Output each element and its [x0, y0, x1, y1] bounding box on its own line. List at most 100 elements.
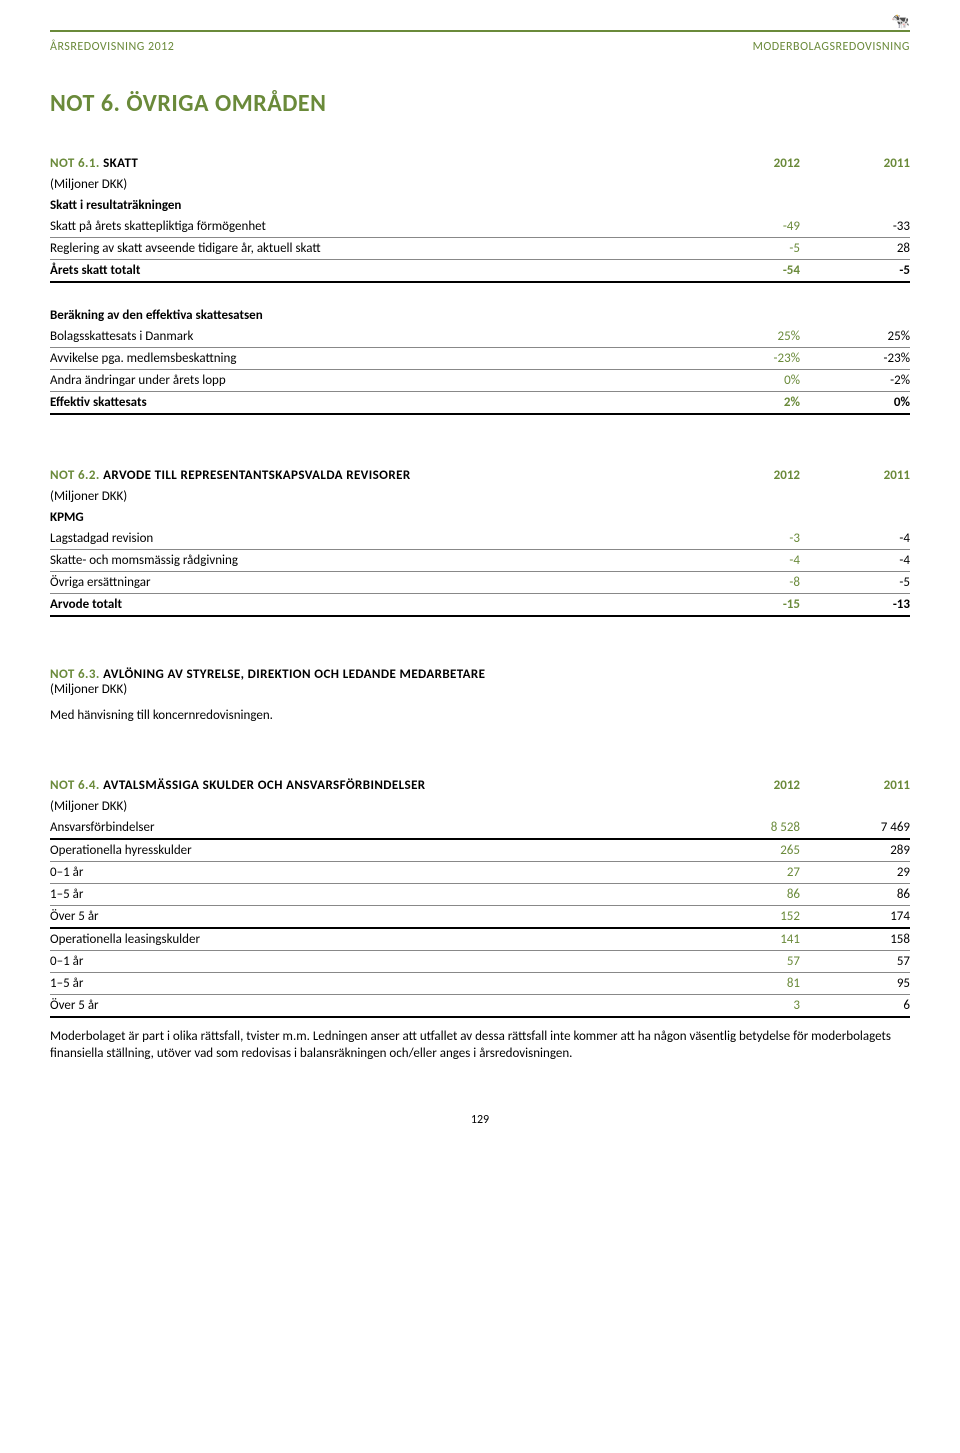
- row-v2: 28: [800, 238, 910, 260]
- row-v1: -4: [690, 550, 800, 572]
- not61-prefix: NOT 6.1.: [50, 156, 100, 171]
- table-row: Operationella leasingskulder141158: [50, 928, 910, 951]
- not62-prefix: NOT 6.2.: [50, 468, 100, 483]
- year-2012: 2012: [690, 465, 800, 486]
- row-v2: -4: [800, 528, 910, 550]
- subhead-effektiv: Beräkning av den effektiva skattesatsen: [50, 305, 690, 326]
- row-label: Reglering av skatt avseende tidigare år,…: [50, 238, 690, 260]
- table-not61a: NOT 6.1. SKATT 2012 2011 (Miljoner DKK) …: [50, 153, 910, 283]
- row-v1: 25%: [690, 326, 800, 348]
- row-v2: 7 469: [800, 817, 910, 839]
- row-v2: -23%: [800, 348, 910, 370]
- year-2011: 2011: [800, 775, 910, 796]
- row-label: Lagstadgad revision: [50, 528, 690, 550]
- row-v2: 29: [800, 861, 910, 883]
- note-6-2: NOT 6.2. ARVODE TILL REPRESENTANTSKAPSVA…: [50, 465, 910, 617]
- row-label: 1–5 år: [50, 972, 690, 994]
- unit-label: (Miljoner DKK): [50, 796, 690, 817]
- header-right: MODERBOLAGSREDOVISNING: [753, 40, 910, 54]
- total-v1: 2%: [690, 392, 800, 415]
- row-label: Operationella hyresskulder: [50, 839, 690, 862]
- subhead-kpmg: KPMG: [50, 507, 690, 528]
- header-left: ÅRSREDOVISNING 2012: [50, 40, 174, 54]
- row-v2: -33: [800, 216, 910, 238]
- row-v1: 86: [690, 883, 800, 905]
- table-row: Ansvarsförbindelser8 5287 469: [50, 817, 910, 839]
- row-v1: 8 528: [690, 817, 800, 839]
- not63-body: Med hänvisning till koncernredovisningen…: [50, 707, 910, 725]
- not64-title-text: AVTALSMÄSSIGA SKULDER OCH ANSVARSFÖRBIND…: [103, 778, 425, 793]
- note-6-4: NOT 6.4. AVTALSMÄSSIGA SKULDER OCH ANSVA…: [50, 775, 910, 1063]
- row-v1: 265: [690, 839, 800, 862]
- top-rule: 🐄: [50, 30, 910, 32]
- not63-prefix: NOT 6.3.: [50, 667, 100, 682]
- unit-label: (Miljoner DKK): [50, 682, 910, 697]
- row-v2: 86: [800, 883, 910, 905]
- row-label: Skatte- och momsmässig rådgivning: [50, 550, 690, 572]
- total-v2: -5: [800, 260, 910, 283]
- table-not62: NOT 6.2. ARVODE TILL REPRESENTANTSKAPSVA…: [50, 465, 910, 617]
- row-label: Bolagsskattesats i Danmark: [50, 326, 690, 348]
- row-v1: -3: [690, 528, 800, 550]
- year-2011: 2011: [800, 465, 910, 486]
- row-label: 1–5 år: [50, 883, 690, 905]
- row-v2: 289: [800, 839, 910, 862]
- row-v1: 27: [690, 861, 800, 883]
- row-label: Skatt på årets skattepliktiga förmögenhe…: [50, 216, 690, 238]
- page-header: ÅRSREDOVISNING 2012 MODERBOLAGSREDOVISNI…: [50, 40, 910, 54]
- row-v2: 6: [800, 994, 910, 1017]
- row-v1: -23%: [690, 348, 800, 370]
- total-label: Effektiv skattesats: [50, 392, 690, 415]
- row-v2: -2%: [800, 370, 910, 392]
- row-v2: -4: [800, 550, 910, 572]
- row-label: Andra ändringar under årets lopp: [50, 370, 690, 392]
- unit-label: (Miljoner DKK): [50, 486, 690, 507]
- not62-title-text: ARVODE TILL REPRESENTANTSKAPSVALDA REVIS…: [103, 468, 410, 483]
- row-label: 0–1 år: [50, 861, 690, 883]
- table-row: 1–5 år8195: [50, 972, 910, 994]
- row-v2: 25%: [800, 326, 910, 348]
- row-v1: 152: [690, 905, 800, 928]
- not64-footer: Moderbolaget är part i olika rättsfall, …: [50, 1028, 910, 1063]
- not63-title: NOT 6.3. AVLÖNING AV STYRELSE, DIREKTION…: [50, 667, 910, 682]
- total-v1: -15: [690, 594, 800, 617]
- not61-title-text: SKATT: [103, 156, 138, 171]
- not64-prefix: NOT 6.4.: [50, 778, 100, 793]
- table-row: Över 5 år36: [50, 994, 910, 1017]
- row-v1: 141: [690, 928, 800, 951]
- row-label: Över 5 år: [50, 994, 690, 1017]
- row-v1: 0%: [690, 370, 800, 392]
- subhead-skatt: Skatt i resultaträkningen: [50, 195, 690, 216]
- row-v1: -8: [690, 572, 800, 594]
- not64-title: NOT 6.4. AVTALSMÄSSIGA SKULDER OCH ANSVA…: [50, 775, 690, 796]
- section-title: NOT 6. ÖVRIGA OMRÅDEN: [50, 89, 910, 118]
- table-row: Operationella hyresskulder265289: [50, 839, 910, 862]
- table-row: 0–1 år2729: [50, 861, 910, 883]
- total-label: Årets skatt totalt: [50, 260, 690, 283]
- note-6-3: NOT 6.3. AVLÖNING AV STYRELSE, DIREKTION…: [50, 667, 910, 725]
- not61-title: NOT 6.1. SKATT: [50, 153, 690, 174]
- page-number: 129: [50, 1113, 910, 1127]
- row-v2: 57: [800, 950, 910, 972]
- row-v2: 95: [800, 972, 910, 994]
- table-not64: NOT 6.4. AVTALSMÄSSIGA SKULDER OCH ANSVA…: [50, 775, 910, 1018]
- table-row: 0–1 år5757: [50, 950, 910, 972]
- row-v1: 81: [690, 972, 800, 994]
- year-2012: 2012: [690, 153, 800, 174]
- row-v1: -49: [690, 216, 800, 238]
- row-v1: -5: [690, 238, 800, 260]
- note-6-1: NOT 6.1. SKATT 2012 2011 (Miljoner DKK) …: [50, 153, 910, 415]
- table-not61b: Beräkning av den effektiva skattesatsen …: [50, 305, 910, 415]
- total-v2: 0%: [800, 392, 910, 415]
- unit-label: (Miljoner DKK): [50, 174, 690, 195]
- table-row: 1–5 år8686: [50, 883, 910, 905]
- total-label: Arvode totalt: [50, 594, 690, 617]
- row-v1: 57: [690, 950, 800, 972]
- table-row: Över 5 år152174: [50, 905, 910, 928]
- row-v2: 158: [800, 928, 910, 951]
- total-v2: -13: [800, 594, 910, 617]
- row-label: Ansvarsförbindelser: [50, 817, 690, 839]
- row-label: 0–1 år: [50, 950, 690, 972]
- row-label: Avvikelse pga. medlemsbeskattning: [50, 348, 690, 370]
- row-v2: -5: [800, 572, 910, 594]
